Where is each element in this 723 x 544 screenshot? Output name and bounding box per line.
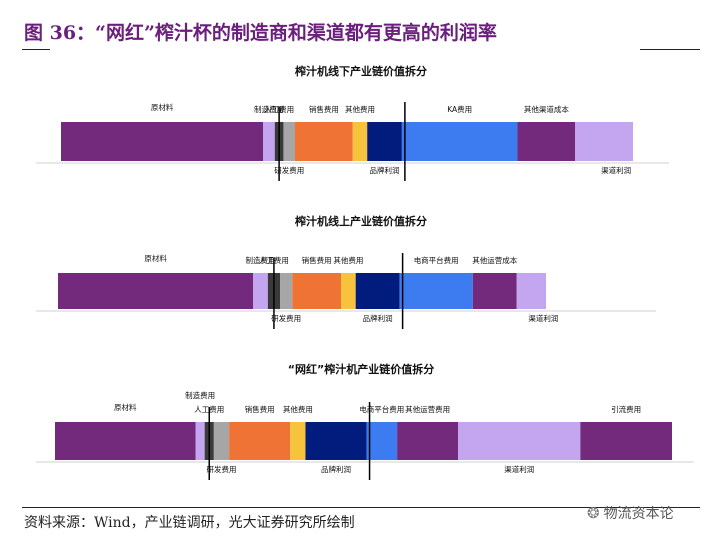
segment-label: 研发费用 [274,165,304,175]
bar-segment [290,422,306,460]
chart-title: 榨汁机线上产业链价值拆分 [294,214,427,228]
segment-label: 渠道利润 [504,464,534,474]
segment-label: 其他费用 [333,255,363,265]
segment-label: 销售费用 [309,104,339,114]
bar-segment [292,273,342,309]
bar-segment [55,422,196,460]
segment-label: 制造费用 [185,390,215,400]
bar-segment [367,122,402,161]
segment-label: 销售费用 [245,404,275,414]
segment-label: 渠道利润 [528,313,558,323]
bar-segment [283,122,295,161]
bar-segment [575,122,633,161]
bar-segment [399,273,473,309]
segment-label: 研发费用 [271,313,301,323]
segment-label: 原材料 [144,253,167,263]
segment-label: 人工费用 [259,255,289,265]
bar-segment [213,422,230,460]
segment-label: 原材料 [151,102,174,112]
watermark-text: 物流资本论 [603,506,674,522]
bar-segment [458,422,581,460]
bar-segment [516,273,546,309]
chart-title: “网红”榨汁机产业链价值拆分 [288,362,434,376]
bar-segment [229,422,291,460]
bar-segment [341,273,356,309]
bar-segment [195,422,205,460]
bar-segment [366,422,398,460]
segment-label: 渠道利润 [601,165,631,175]
segment-label: 人工费用 [194,404,224,414]
segment-label: 其他运营成本 [472,255,517,265]
segment-label: 引流费用 [611,404,641,414]
bar-segment [352,122,368,161]
bar-segment [401,122,518,161]
bar-segment [295,122,353,161]
segment-label: 制造费用 [246,255,276,265]
bar-segment [397,422,459,460]
segment-label: KA费用 [447,104,472,114]
source-rule [22,507,700,508]
bar-segment [517,122,576,161]
segment-label: 电商平台费用 [414,255,459,265]
watermark: ❂ 物流资本论 [587,503,674,523]
segment-label: 其他费用 [283,404,313,414]
segment-label: 人工费用 [264,104,294,114]
segment-label: 品牌利润 [321,464,351,474]
segment-label: 其他费用 [345,104,375,114]
bar-segment [58,273,254,309]
segment-label: 销售费用 [302,255,332,265]
bar-segment [253,273,268,309]
bar-segment [263,122,275,161]
bar-segment [61,122,264,161]
figure-title: 图 36：“网红”榨汁杯的制造商和渠道都有更高的利润率 [24,22,497,44]
bar-segment [355,273,400,309]
title-rule-right [640,49,700,50]
source-note: 资料来源：Wind，产业链调研，光大证券研究所绘制 [24,515,355,531]
bar-segment [472,273,517,309]
segment-label: 其他运营费用 [405,404,450,414]
segment-label: 电商平台费用 [359,404,404,414]
segment-label: 其他渠道成本 [524,104,569,114]
chart-title: 榨汁机线下产业链价值拆分 [294,64,427,78]
bar-segment [305,422,367,460]
segment-label: 品牌利润 [370,165,400,175]
bar-segment [580,422,672,460]
bar-segment [280,273,293,309]
segment-label: 品牌利润 [363,313,393,323]
wechat-icon: ❂ [587,504,600,522]
segment-label: 原材料 [114,402,137,412]
title-rule-left [22,49,50,50]
segment-label: 研发费用 [206,464,236,474]
segment-label: 制造费用 [254,104,284,114]
